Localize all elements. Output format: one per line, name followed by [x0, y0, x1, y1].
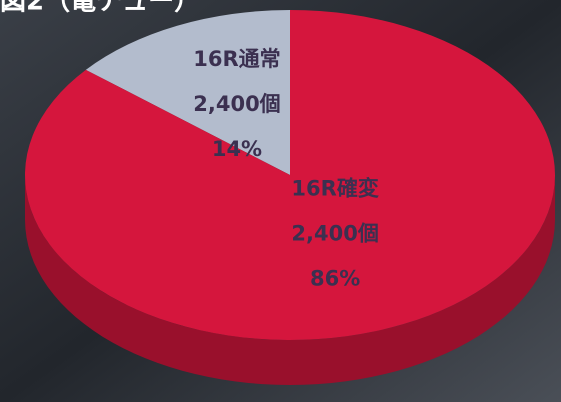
chart-title: 図2（電チュー） — [0, 0, 200, 17]
slice-label: 16R確変 — [291, 177, 378, 201]
page: 図2（電チュー） 16R通常2,400個14%16R確変2,400個86% ((… — [0, 0, 561, 402]
slice-label: 16R通常 — [193, 47, 280, 71]
slice-value-label: 14% — [212, 137, 262, 161]
slice-amount: 2,400個 — [193, 92, 280, 116]
slice-amount: 2,400個 — [291, 222, 378, 246]
chart: 図2（電チュー） 16R通常 2,400個 14% 16R確変 2,400個 86% — [0, 0, 561, 402]
slice-value-label: 86% — [310, 267, 360, 291]
